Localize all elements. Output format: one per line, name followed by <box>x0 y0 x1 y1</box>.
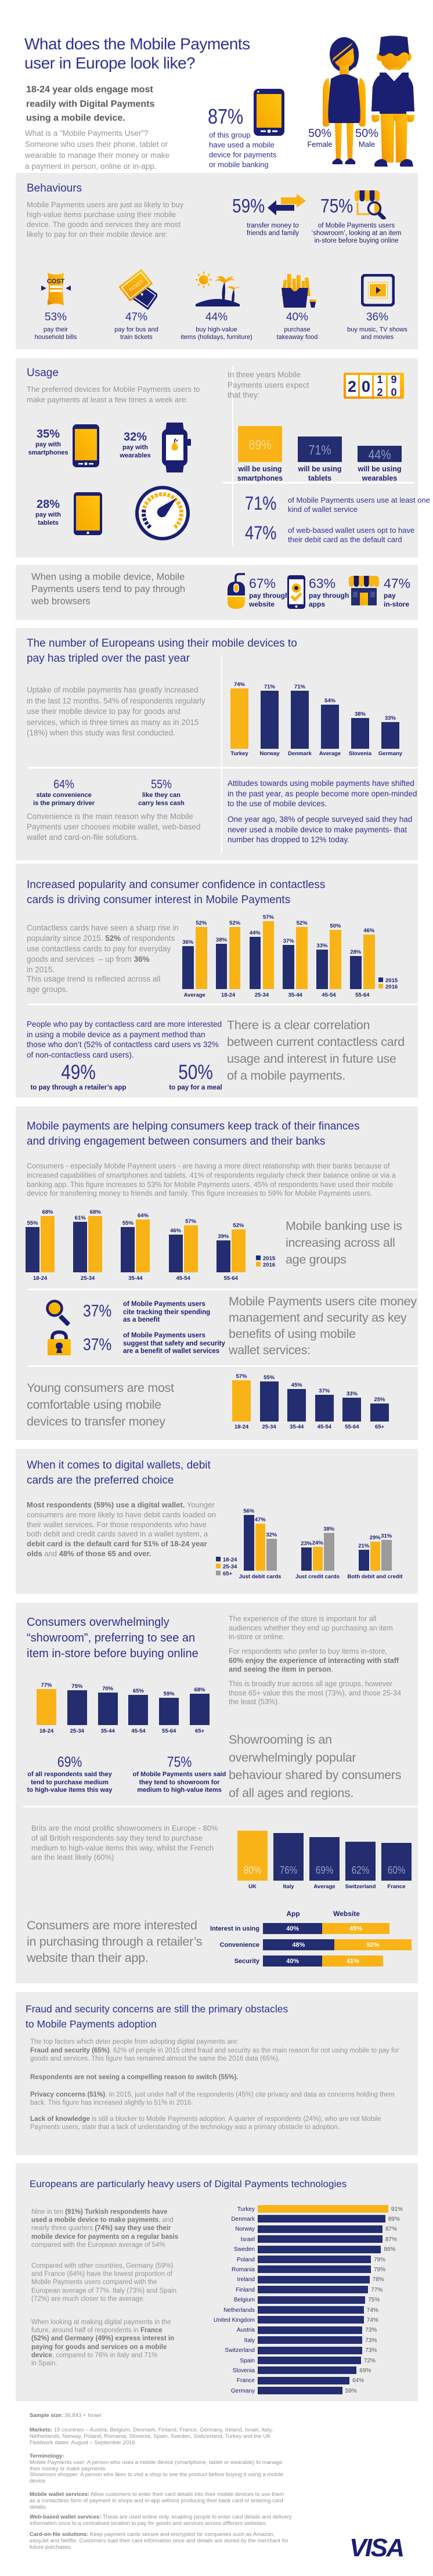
svg-text:9: 9 <box>391 374 396 385</box>
svg-text:0: 0 <box>362 378 370 395</box>
svg-text:COST: COST <box>47 278 65 285</box>
svg-text:1: 1 <box>377 374 383 385</box>
svg-text:VISA: VISA <box>349 2535 403 2561</box>
svg-text:2: 2 <box>348 378 356 395</box>
svg-text:0: 0 <box>391 387 396 398</box>
svg-text:2: 2 <box>377 387 383 398</box>
